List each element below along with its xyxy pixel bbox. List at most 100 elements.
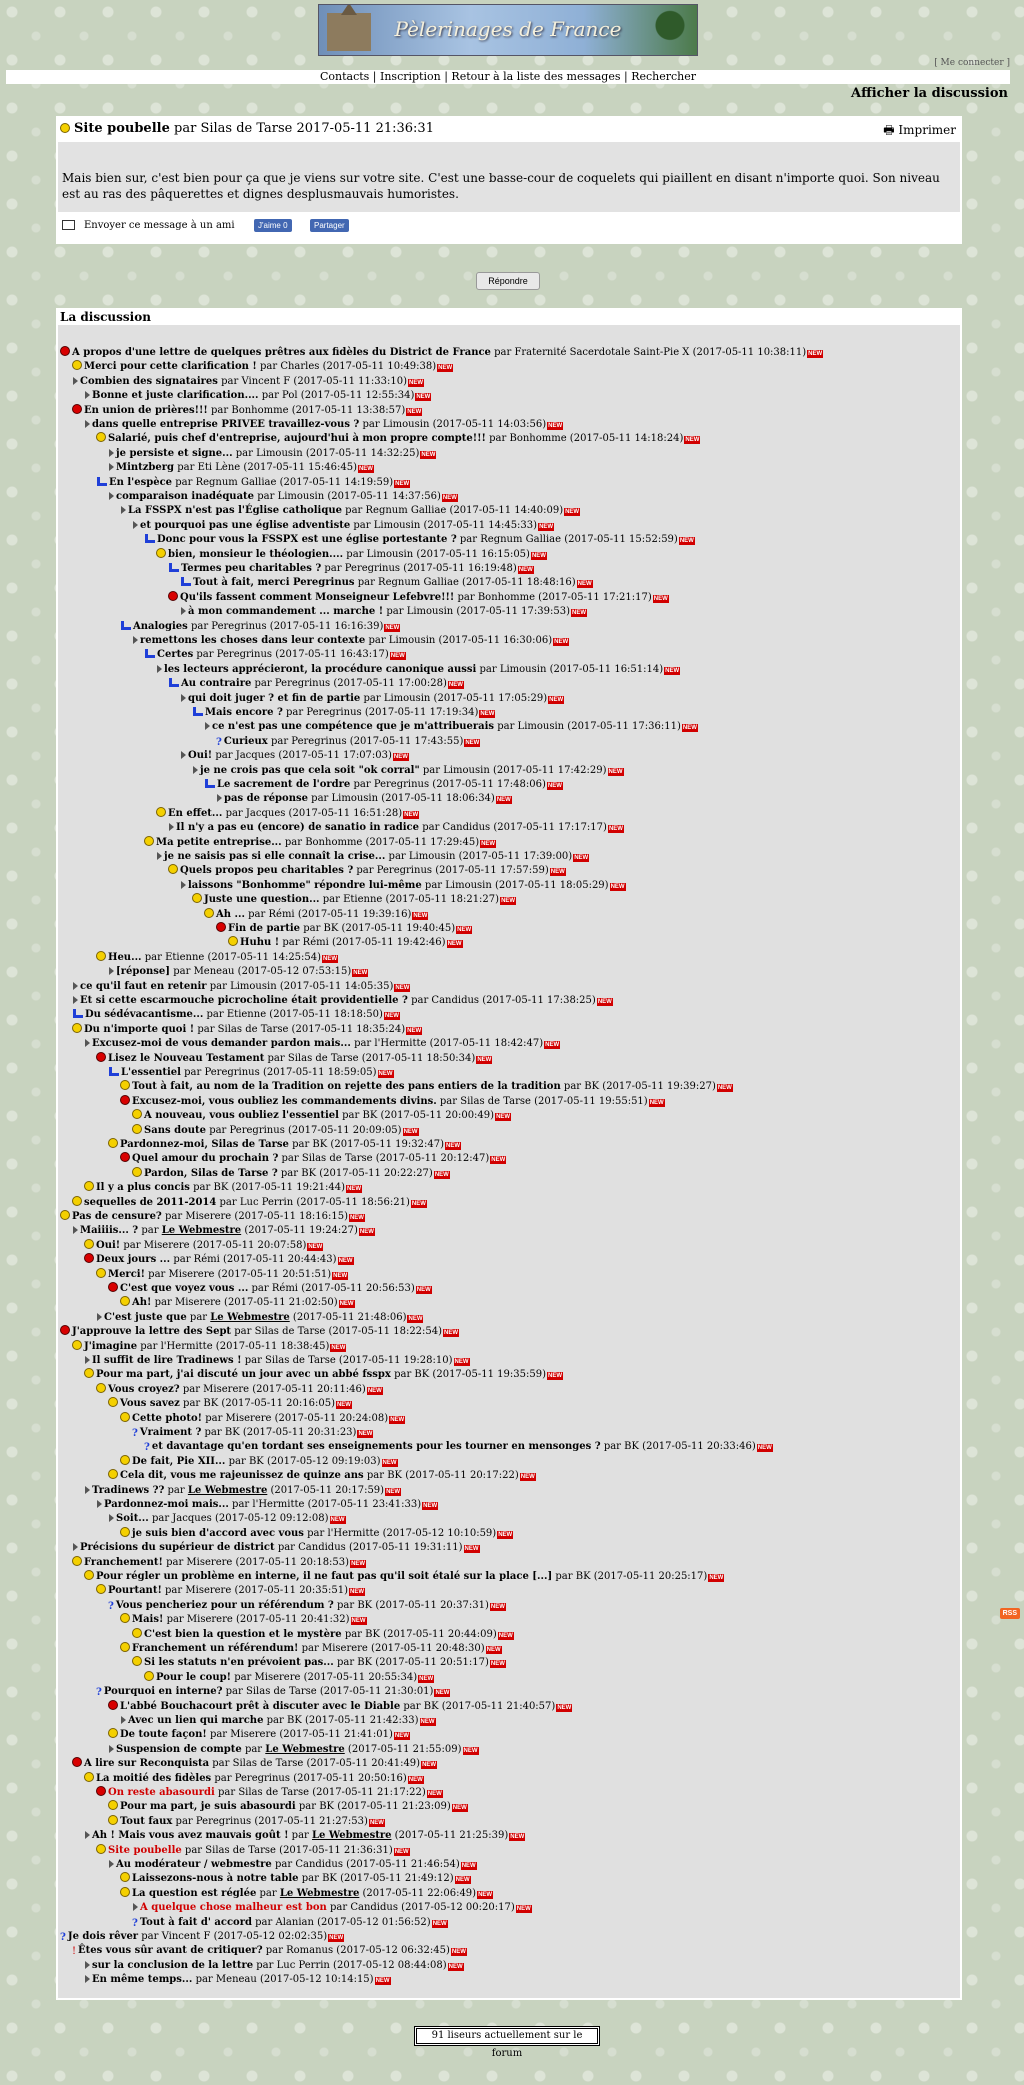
post-title[interactable]: comparaison inadéquate (116, 491, 255, 502)
post-title[interactable]: et pourquoi pas une église adventiste (140, 519, 351, 531)
post-title[interactable]: Il n'y a pas eu (encore) de sanatio in r… (176, 822, 420, 834)
post-title[interactable]: Tout à fait d' accord (139, 1916, 252, 1928)
post-title[interactable]: Suspension de compte (116, 1743, 242, 1755)
thread-post[interactable]: Excusez-moi, vous oubliez les commandeme… (120, 1094, 665, 1109)
thread-post[interactable]: ce qu'il faut en retenir par Limousin (2… (72, 980, 411, 994)
post-title[interactable]: En même temps... (92, 1974, 193, 1986)
thread-post[interactable]: Si les statuts n'en prévoient pas... par… (132, 1656, 506, 1670)
thread-post[interactable]: Site poubelle par Silas de Tarse (2017-0… (96, 1843, 410, 1858)
post-title[interactable]: Pourtant! (108, 1585, 162, 1597)
thread-post[interactable]: En l'espèce par Regnum Galliae (2017-05-… (96, 476, 411, 490)
facebook-share-button[interactable]: Partager (310, 219, 349, 232)
thread-post[interactable]: ? Curieux par Peregrinus (2017-05-11 17:4… (216, 735, 481, 748)
thread-post[interactable]: dans quelle entreprise PRIVEE travaillez… (84, 418, 564, 432)
thread-post[interactable]: Analogies par Peregrinus (2017-05-11 16:… (120, 620, 401, 634)
thread-post[interactable]: Ma petite entreprise... par Bonhomme (20… (144, 835, 497, 850)
thread-post[interactable]: Cette photo! par Miserere (2017-05-11 20… (120, 1411, 406, 1426)
post-title[interactable]: Pourquoi en interne? (103, 1686, 223, 1698)
post-title[interactable]: A lire sur Reconquista (84, 1758, 210, 1770)
thread-post[interactable]: ? Vraiment ? par BK (2017-05-11 20:31:23)… (132, 1427, 374, 1439)
post-author[interactable]: Le Webmestre (187, 1484, 268, 1496)
post-title[interactable]: Donc pour vous la FSSPX est une église p… (157, 534, 457, 546)
thread-post[interactable]: Pardon, Silas de Tarse ? par BK (2017-05… (132, 1166, 450, 1181)
post-title[interactable]: L'essentiel (121, 1067, 181, 1078)
thread-post[interactable]: Quels propos peu charitables ? par Pereg… (168, 864, 566, 878)
post-title[interactable]: bien, monsieur le théologien.... (168, 548, 344, 560)
thread-post[interactable]: A nouveau, vous oubliez l'essentiel par … (132, 1109, 512, 1123)
thread-post[interactable]: Franchement! par Miserere (2017-05-11 20… (72, 1555, 367, 1570)
thread-post[interactable]: Fin de partie par BK (2017-05-11 19:40:4… (216, 922, 473, 936)
thread-post[interactable]: Vous croyez? par Miserere (2017-05-11 20… (96, 1382, 383, 1397)
post-title[interactable]: Excusez-moi, vous oubliez les commandeme… (132, 1095, 437, 1107)
thread-post[interactable]: Oui! par Miserere (2017-05-11 20:07:58) N… (84, 1238, 324, 1253)
post-title[interactable]: J'approuve la lettre des Sept (72, 1326, 232, 1338)
post-title[interactable]: sur la conclusion de la lettre (92, 1959, 254, 1971)
post-title[interactable]: les lecteurs apprécieront, la procédure … (164, 663, 477, 675)
post-title[interactable]: Si les statuts n'en prévoient pas... (144, 1657, 334, 1669)
post-title[interactable]: Ah ... (216, 908, 245, 920)
post-title[interactable]: La FSSPX n'est pas l'Église catholique (128, 505, 342, 517)
post-title[interactable]: Pour le coup! (156, 1671, 231, 1683)
post-title[interactable]: ce n'est pas une compétence que je m'att… (212, 721, 495, 733)
post-title[interactable]: Merci! (108, 1268, 145, 1280)
post-author[interactable]: Le Webmestre (265, 1743, 345, 1755)
post-title[interactable]: Oui! (96, 1239, 121, 1251)
thread-post[interactable]: Combien des signataires par Vincent F (2… (72, 375, 424, 389)
post-title[interactable]: C'est juste que (104, 1311, 187, 1323)
post-title[interactable]: Au modérateur / webmestre (116, 1859, 272, 1870)
post-title[interactable]: De toute façon! (120, 1729, 207, 1741)
thread-post[interactable]: Mais! par Miserere (2017-05-11 20:41:32)… (120, 1613, 367, 1627)
thread-post[interactable]: je ne crois pas que cela soit "ok corral… (192, 764, 624, 778)
post-title[interactable]: dans quelle entreprise PRIVEE travaillez… (92, 419, 360, 430)
reply-button[interactable]: Répondre (476, 272, 540, 290)
post-title[interactable]: Pour régler un problème en interne, il n… (96, 1571, 553, 1582)
thread-post[interactable]: C'est que voyez vous ... par Rémi (2017-… (108, 1282, 432, 1296)
site-banner[interactable]: Pèlerinages de France (318, 4, 698, 56)
thread-post[interactable]: Pardonnez-moi, Silas de Tarse par BK (20… (108, 1138, 461, 1152)
post-title[interactable]: C'est que voyez vous ... (120, 1283, 249, 1294)
post-title[interactable]: je suis bien d'accord avec vous (132, 1527, 304, 1539)
thread-post[interactable]: Il y a plus concis par BK (2017-05-11 19… (84, 1181, 363, 1195)
thread-post[interactable]: L'abbé Bouchacourt prêt à discuter avec … (108, 1699, 573, 1714)
thread-post[interactable]: [réponse] par Meneau (2017-05-12 07:53:1… (108, 965, 369, 979)
post-title[interactable]: je ne saisis pas si elle connaît la cris… (164, 851, 386, 862)
thread-post[interactable]: ce n'est pas une compétence que je m'att… (204, 720, 698, 734)
post-title[interactable]: Fin de partie (228, 923, 301, 934)
thread-post[interactable]: je ne saisis pas si elle connaît la cris… (156, 850, 590, 864)
thread-post[interactable]: De toute façon! par Miserere (2017-05-11… (108, 1728, 410, 1742)
post-title[interactable]: Franchement un référendum! (132, 1643, 299, 1654)
thread-post[interactable]: Ah! par Miserere (2017-05-11 21:02:50) NE… (120, 1296, 355, 1310)
thread-post[interactable]: les lecteurs apprécieront, la procédure … (156, 663, 681, 677)
thread-post[interactable]: Franchement un référendum! par Miserere … (120, 1642, 502, 1656)
post-title[interactable]: Quel amour du prochain ? (132, 1153, 279, 1165)
post-title[interactable]: Laissezons-nous à notre table (132, 1873, 299, 1885)
thread-post[interactable]: Du n'importe quoi ! par Silas de Tarse (… (72, 1022, 423, 1037)
post-title[interactable]: Merci pour cette clarification ! (84, 361, 257, 373)
send-to-friend-link[interactable]: Envoyer ce message à un ami (84, 220, 235, 231)
thread-post[interactable]: Maiiiis... ? par Le Webmestre (2017-05-1… (72, 1224, 375, 1238)
thread-post[interactable]: Au contraire par Peregrinus (2017-05-11 … (168, 677, 464, 691)
post-title[interactable]: Cela dit, vous me rajeunissez de quinze … (120, 1470, 364, 1482)
post-title[interactable]: à mon commandement ... marche ! (188, 606, 384, 618)
thread-post[interactable]: C'est bien la question et le mystère par… (132, 1627, 514, 1642)
thread-post[interactable]: je persiste et signe... par Limousin (20… (108, 447, 437, 461)
post-title[interactable]: je ne crois pas que cela soit "ok corral… (200, 764, 420, 776)
thread-post[interactable]: Précisions du supérieur de district par … (72, 1541, 480, 1555)
post-title[interactable]: Tradinews ?? (92, 1484, 165, 1496)
thread-post[interactable]: pas de réponse par Limousin (2017-05-11 … (216, 792, 512, 806)
thread-post[interactable]: On reste abasourdi par Silas de Tarse (2… (96, 1786, 443, 1800)
thread-post[interactable]: En union de prières!!! par Bonhomme (201… (72, 403, 423, 418)
post-title[interactable]: Pour ma part, j'ai discuté un jour avec … (96, 1369, 391, 1381)
thread-post[interactable]: Tout faux par Peregrinus (2017-05-11 21:… (108, 1814, 385, 1829)
post-title[interactable]: Soit... (116, 1513, 149, 1525)
post-title[interactable]: Pardon, Silas de Tarse ? (144, 1167, 278, 1179)
thread-post[interactable]: Donc pour vous la FSSPX est une église p… (144, 533, 695, 547)
post-title[interactable]: Il suffit de lire Tradinews ! (92, 1355, 242, 1366)
post-title[interactable]: Qu'ils fassent comment Monseigneur Lefeb… (180, 591, 455, 603)
post-title[interactable]: je persiste et signe... (116, 447, 233, 459)
thread-post[interactable]: Pour ma part, j'ai discuté un jour avec … (84, 1368, 563, 1382)
post-title[interactable]: A quelque chose malheur est bon (140, 1902, 327, 1914)
thread-post[interactable]: Il n'y a pas eu (encore) de sanatio in r… (168, 821, 624, 835)
nav-back-to-list[interactable]: Retour à la liste des messages (451, 70, 621, 83)
thread-post[interactable]: Pourtant! par Miserere (2017-05-11 20:35… (96, 1584, 366, 1598)
